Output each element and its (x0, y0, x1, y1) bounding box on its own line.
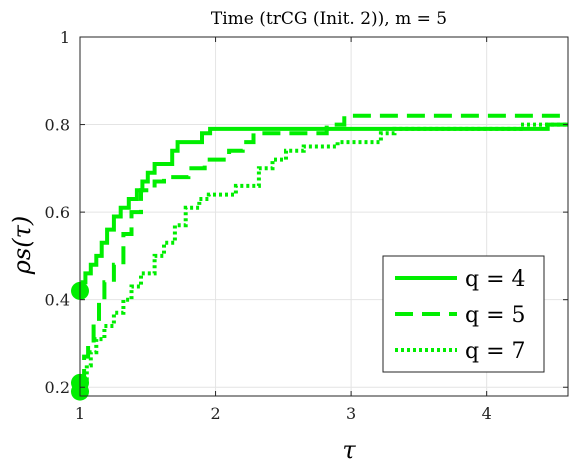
y-tick-label: 0.8 (45, 116, 70, 135)
legend-entry-label: q = 7 (465, 339, 526, 364)
x-tick-label: 3 (346, 404, 356, 423)
y-axis-label: ρs(τ) (8, 216, 36, 275)
series-line-2 (80, 113, 568, 385)
series-line-1 (80, 122, 568, 293)
y-tick-label: 0.2 (45, 378, 70, 397)
x-tick-label: 1 (75, 404, 85, 423)
legend-entry-label: q = 4 (465, 267, 526, 292)
y-tick-label: 1 (60, 28, 70, 47)
axis-ticks: 1 2 3 4 0.2 0.4 0.6 0.8 1 (45, 28, 568, 423)
x-tick-label: 4 (482, 404, 492, 423)
y-tick-label: 0.4 (45, 291, 70, 310)
series-line-3 (80, 122, 568, 394)
x-tick-label: 2 (210, 404, 220, 423)
y-tick-label: 0.6 (45, 203, 70, 222)
legend: q = 4 q = 5 q = 7 (382, 255, 545, 373)
x-axis-label: τ (342, 436, 356, 464)
plot-area-frame (79, 36, 569, 397)
legend-entry-label: q = 5 (465, 303, 526, 328)
chart-title: Time (trCG (Init. 2)), m = 5 (211, 9, 447, 29)
